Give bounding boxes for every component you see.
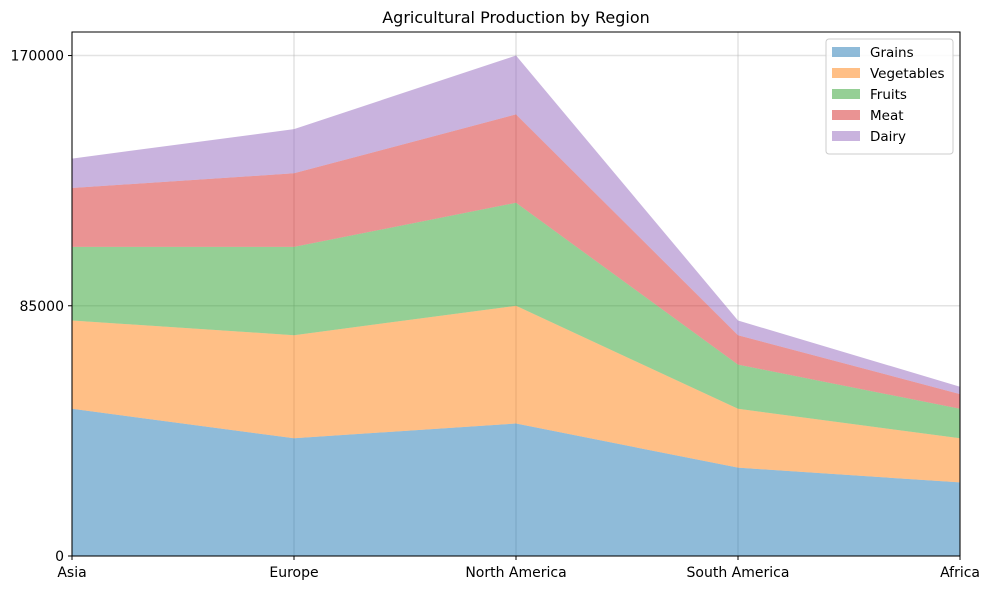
legend-box — [825, 38, 954, 155]
y-tick-label: 0 — [55, 549, 64, 565]
legend-swatch — [832, 68, 860, 78]
area-fruits — [72, 202, 960, 439]
legend-swatch — [832, 131, 860, 141]
area-series — [72, 55, 960, 556]
legend-label: Dairy — [870, 129, 906, 145]
legend-label: Vegetables — [870, 66, 945, 82]
legend-label: Grains — [870, 45, 914, 61]
chart-title: Agricultural Production by Region — [382, 8, 650, 27]
area-grains — [72, 408, 960, 556]
x-tick-label: Asia — [57, 565, 86, 581]
x-tick-label: Africa — [940, 565, 980, 581]
legend-swatch — [832, 89, 860, 99]
x-axis: Asia Europe North America South America Afri… — [57, 556, 980, 581]
y-tick-label: 85000 — [19, 299, 64, 315]
x-tick-label: North America — [465, 565, 566, 581]
legend-swatch — [832, 47, 860, 57]
x-tick-label: South America — [687, 565, 790, 581]
legend-label: Fruits — [870, 87, 907, 103]
x-tick-label: Europe — [269, 565, 318, 581]
legend: Grains Vegetables Fruits Meat Dairy — [825, 38, 954, 155]
area-vegetables — [72, 305, 960, 483]
area-dairy — [72, 55, 960, 395]
y-tick-label: 170000 — [11, 49, 64, 65]
legend-swatch — [832, 110, 860, 120]
y-axis: 0 85000 170000 — [11, 49, 72, 565]
legend-label: Meat — [870, 108, 904, 124]
